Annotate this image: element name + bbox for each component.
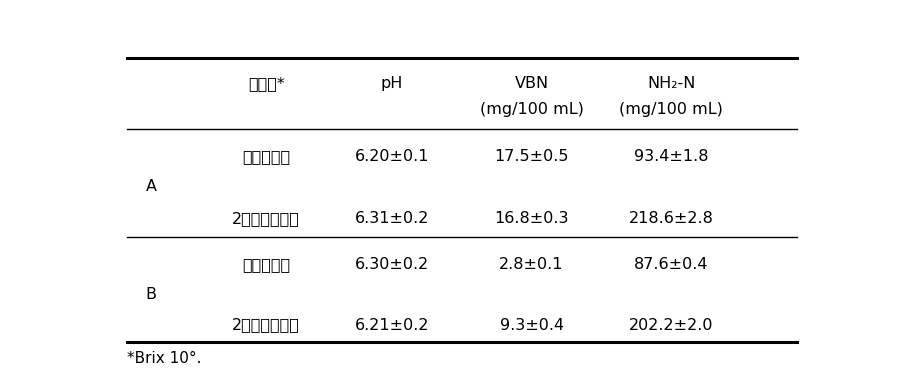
Text: 9.3±0.4: 9.3±0.4 [499, 318, 564, 333]
Text: 6.30±0.2: 6.30±0.2 [355, 257, 429, 272]
Text: VBN: VBN [514, 76, 549, 92]
Text: 17.5±0.5: 17.5±0.5 [495, 148, 569, 164]
Text: *Brix 10°.: *Brix 10°. [126, 351, 201, 366]
Text: 열수추출물: 열수추출물 [242, 148, 290, 164]
Text: pH: pH [381, 76, 403, 92]
Text: (mg/100 mL): (mg/100 mL) [619, 102, 724, 117]
Text: 6.21±0.2: 6.21±0.2 [355, 318, 429, 333]
Text: B: B [146, 287, 157, 302]
Text: 6.20±0.1: 6.20±0.1 [355, 148, 429, 164]
Text: 87.6±0.4: 87.6±0.4 [634, 257, 708, 272]
Text: 16.8±0.3: 16.8±0.3 [495, 211, 569, 226]
Text: 202.2±2.0: 202.2±2.0 [629, 318, 714, 333]
Text: 2.8±0.1: 2.8±0.1 [499, 257, 564, 272]
Text: A: A [146, 179, 157, 194]
Text: 추출물*: 추출물* [248, 76, 285, 92]
Text: (mg/100 mL): (mg/100 mL) [479, 102, 584, 117]
Text: 6.31±0.2: 6.31±0.2 [355, 211, 429, 226]
Text: 93.4±1.8: 93.4±1.8 [634, 148, 708, 164]
Text: 열수추출물: 열수추출물 [242, 257, 290, 272]
Text: 2단효소분해물: 2단효소분해물 [232, 318, 300, 333]
Text: NH₂-N: NH₂-N [647, 76, 696, 92]
Text: 2단효소분해물: 2단효소분해물 [232, 211, 300, 226]
Text: 218.6±2.8: 218.6±2.8 [629, 211, 714, 226]
